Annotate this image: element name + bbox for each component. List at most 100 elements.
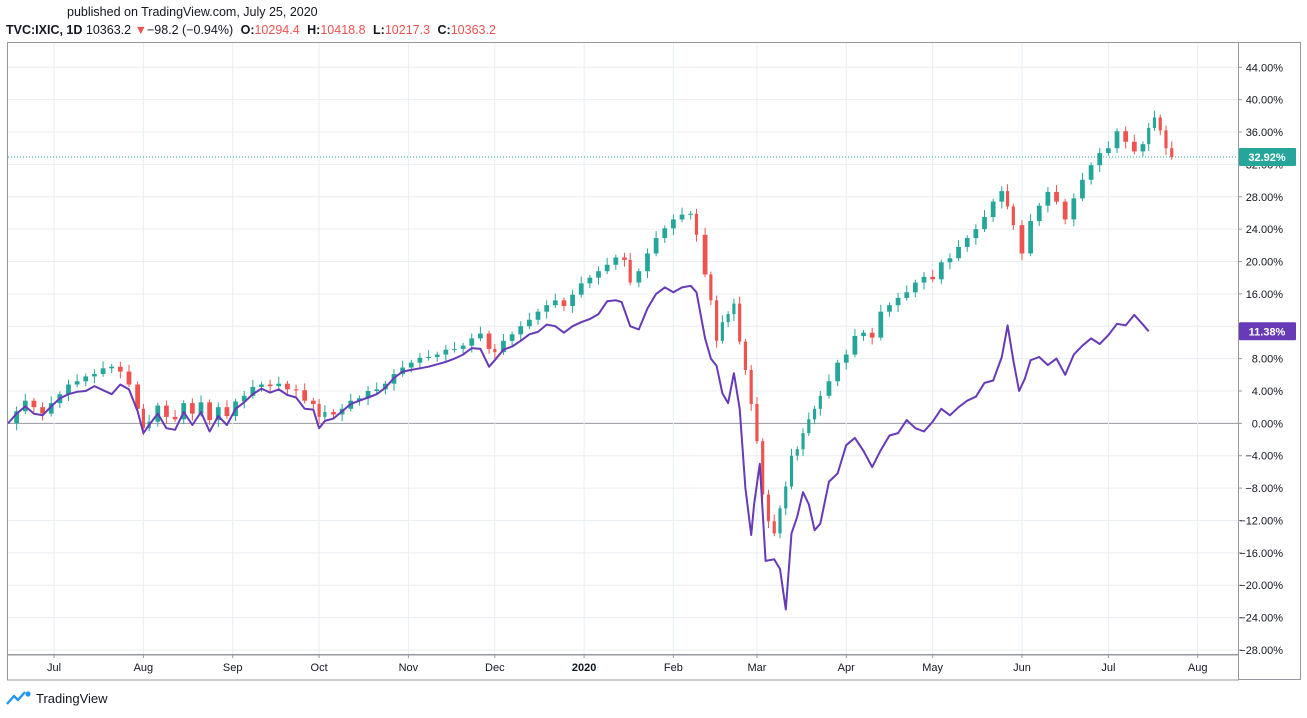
candle-up [1071,198,1077,220]
candle-up [795,449,799,456]
candle-up [74,381,80,385]
candle-down [869,332,875,338]
candle-up [1140,144,1146,152]
candle-up [784,486,788,509]
price-tick-label: 4.00% [1252,386,1283,398]
candle-up [1080,179,1085,199]
candle-up [552,300,558,306]
candle-down [766,494,771,522]
time-tick-label: Jul [1101,662,1115,674]
candle-down [293,389,299,391]
candle-down [738,303,742,342]
candle-down [749,369,753,404]
last-price-badge: 32.92% [1248,152,1286,164]
compare-line [7,284,1150,611]
candle-up [636,271,642,283]
plot-frame [7,42,1239,655]
candle-up [1152,117,1157,128]
candle-down [172,416,178,420]
candle-down [267,384,273,387]
candle-down [715,300,719,341]
time-tick-label: Jun [1013,662,1031,674]
candle-up [215,407,221,421]
candle-down [755,403,759,442]
candle-up [100,368,106,374]
candle-up [434,354,440,357]
candle-up [426,356,431,358]
open-label: O: [240,23,255,37]
time-tick-label: Sep [223,662,243,674]
candle-down [772,521,776,534]
candle-down [1011,206,1015,226]
time-axis[interactable] [7,654,1239,681]
candle-up [109,366,115,369]
candle-up [587,277,593,284]
price-tick-label: −4.00% [1245,451,1283,463]
candle-up [1114,131,1120,149]
candle-down [493,348,497,353]
candle-down [31,400,37,408]
candle-up [357,398,362,401]
candle-down [189,403,195,414]
footer[interactable]: TradingView [6,690,108,706]
price-tick-label: 44.00% [1246,62,1284,74]
candle-up [807,419,811,434]
ohlc-legend: TVC:IXIC, 1D 10363.2 ▼−98.2 (−0.94%) O:1… [6,23,496,37]
candle-down [117,366,123,372]
time-tick-label: Jul [47,662,61,674]
candle-up [1097,153,1103,166]
candle-up [999,191,1005,202]
candle-up [956,246,961,259]
time-tick-label: Mar [747,662,766,674]
candle-up [452,348,457,350]
candle-down [207,402,213,421]
price-tick-label: 8.00% [1252,354,1283,366]
price-tick-label: 20.00% [1246,257,1284,269]
candle-up [1045,191,1051,206]
candle-up [982,216,987,230]
symbol-label[interactable]: TVC:IXIC, 1D [6,23,83,37]
high-label: H: [307,23,321,37]
time-tick-label: Oct [311,662,328,674]
price-tick-label: 36.00% [1246,127,1284,139]
candle-up [904,292,910,298]
candle-down [761,441,765,495]
candle-up [527,319,532,327]
candle-up [964,238,970,247]
candle-up [241,395,247,402]
candle-up [861,332,866,336]
candle-up [1036,205,1042,222]
candle-down [1170,148,1174,157]
time-tick-label: Dec [485,662,505,674]
candle-up [720,322,724,341]
time-tick-label: 2020 [572,662,596,674]
candle-up [726,314,730,323]
tradingview-logo-icon [6,691,31,705]
candle-up [1028,221,1033,254]
candle-down [135,384,141,409]
candle-up [835,362,840,382]
price-tick-label: 40.00% [1246,95,1284,107]
candle-down [164,405,169,417]
candle-down [709,274,713,301]
candle-up [501,340,506,353]
candle-up [887,305,892,312]
candle-up [990,201,996,217]
price-chart[interactable]: 44.00%40.00%36.00%32.00%28.00%24.00%20.0… [0,0,1307,690]
price-tick-label: −16.00% [1239,548,1283,560]
candle-up [812,408,817,420]
candle-down [40,407,45,414]
candle-up [66,384,71,395]
candle-up [778,508,782,534]
candle-down [1005,191,1010,207]
candle-down [1062,201,1068,220]
candle-up [323,412,327,417]
price-tick-label: −20.00% [1239,580,1283,592]
candle-up [1147,127,1151,145]
candle-up [417,357,423,363]
candle-down [930,276,936,280]
candle-down [1123,131,1129,142]
candle-down [302,390,308,401]
candle-up [544,305,550,312]
candle-down [224,407,230,417]
